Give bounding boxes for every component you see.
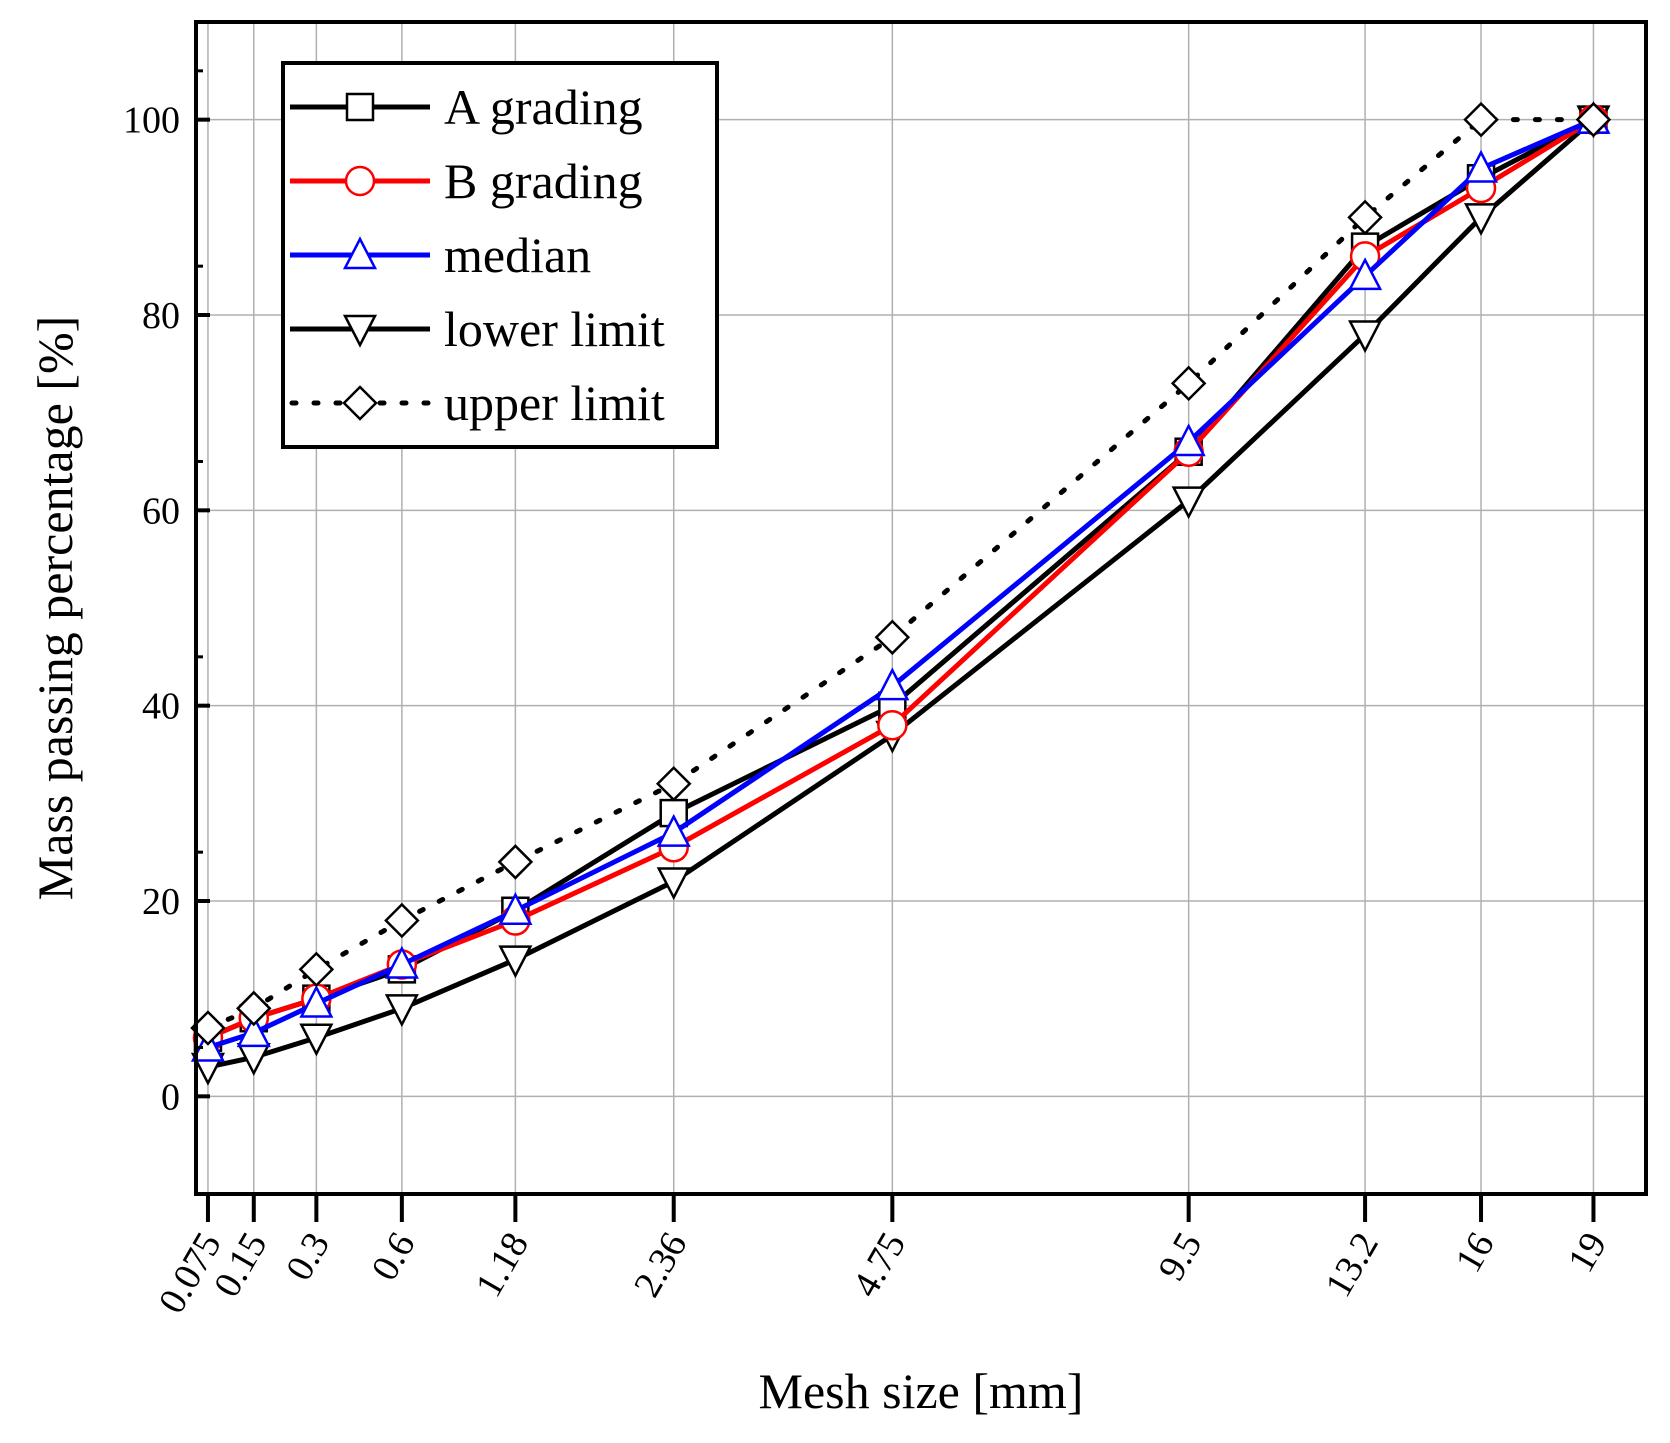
data-point-circle <box>877 709 908 741</box>
y-tick-label: 100 <box>123 100 180 142</box>
legend-marker-diamond <box>342 385 378 421</box>
legend-label: median <box>444 227 591 283</box>
data-point-triangle-down <box>1171 486 1206 520</box>
data-point-triangle-down <box>1463 203 1499 237</box>
data-point-diamond <box>497 844 534 880</box>
legend-label: lower limit <box>444 301 665 357</box>
legend-marker-triangle-down <box>342 314 378 348</box>
data-point-diamond <box>874 619 911 656</box>
data-point-triangle-up <box>299 984 334 1018</box>
y-tick-label: 0 <box>161 1076 180 1118</box>
data-point-diamond <box>1463 101 1499 138</box>
data-point-diamond <box>655 766 692 802</box>
y-tick-label: 20 <box>142 881 180 923</box>
series-layer <box>190 100 1612 1086</box>
data-point-diamond <box>1347 199 1383 236</box>
x-axis-label: Mesh size [mm] <box>759 1363 1084 1419</box>
y-tick-label: 60 <box>142 490 180 532</box>
data-point-triangle-up <box>1463 149 1499 183</box>
y-tick-label: 80 <box>142 295 180 337</box>
data-point-triangle-up <box>875 667 910 701</box>
data-point-diamond <box>1170 365 1207 402</box>
data-point-triangle-down <box>299 1023 334 1057</box>
data-point-triangle-up <box>498 892 533 926</box>
data-point-triangle-up <box>656 813 691 847</box>
data-point-diamond <box>384 902 420 939</box>
legend-label: B grading <box>444 153 643 209</box>
data-point-diamond <box>1575 101 1612 138</box>
legend-marker-triangle-up <box>342 236 378 270</box>
y-axis-label: Mass passing percentage [%] <box>27 316 83 901</box>
legend-label: upper limit <box>444 375 665 431</box>
data-point-triangle-up <box>384 945 419 979</box>
data-point-diamond <box>236 990 272 1027</box>
legend: A grading B grading median lower limit upper… <box>281 61 719 449</box>
legend-label: A grading <box>444 79 643 135</box>
data-point-triangle-up <box>1348 257 1383 291</box>
data-point-triangle-down <box>498 945 533 979</box>
data-point-diamond <box>298 951 335 988</box>
legend-marker-square <box>345 92 375 122</box>
legend-marker-circle <box>344 165 376 197</box>
series-upper-limit <box>190 101 1612 1046</box>
y-tick-label: 40 <box>142 686 180 728</box>
data-point-triangle-up <box>236 1014 271 1048</box>
data-point-triangle-down <box>1348 320 1383 354</box>
data-point-triangle-down <box>384 994 419 1028</box>
plot-frame <box>194 20 1648 1196</box>
data-point-triangle-up <box>1171 423 1206 457</box>
data-point-triangle-down <box>656 867 691 901</box>
